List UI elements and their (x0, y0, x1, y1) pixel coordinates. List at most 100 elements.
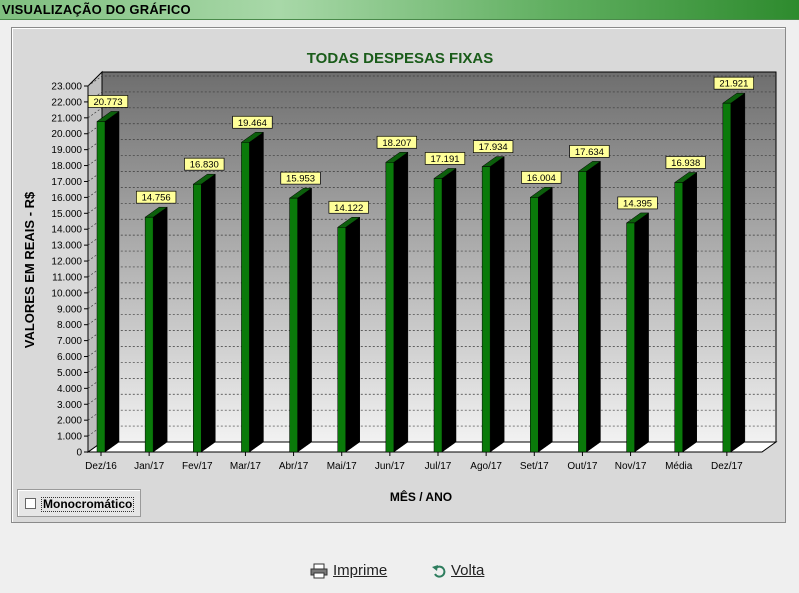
data-label-box (665, 156, 706, 169)
bar (96, 110, 120, 453)
data-label: 16.938 (671, 158, 700, 169)
y-tick-label: 8.000 (57, 320, 82, 331)
bar-front (144, 216, 154, 453)
bar-side (152, 206, 168, 453)
printer-icon (310, 563, 328, 578)
y-tick-label: 22.000 (51, 97, 82, 108)
grid-line (87, 75, 776, 87)
data-label-box (87, 95, 129, 108)
bar-front (96, 121, 106, 453)
data-label: 20.773 (93, 97, 122, 108)
plot-floor (86, 441, 778, 453)
y-tick-label: 17.000 (51, 177, 82, 188)
data-label-box (472, 140, 514, 153)
x-tick-label: Fev/17 (182, 461, 213, 472)
bar (433, 167, 457, 453)
bar (577, 160, 602, 453)
y-tick-label: 4.000 (57, 384, 82, 395)
bar-front (722, 102, 732, 453)
data-label-box (280, 171, 321, 185)
data-label-box (521, 170, 562, 184)
data-label: 19.464 (238, 118, 267, 129)
data-label: 17.634 (575, 147, 604, 158)
y-axis-label: VALORES EM REAIS - R$ (22, 191, 37, 348)
y-tick-label: 21.000 (51, 113, 82, 124)
y-tick-label: 9.000 (57, 304, 82, 315)
y-tick-label: 19.000 (51, 145, 82, 156)
bar-front (289, 197, 298, 453)
bar (529, 186, 554, 453)
data-label: 14.756 (142, 193, 171, 204)
x-tick-label: Jul/17 (425, 461, 452, 472)
bar (625, 212, 650, 453)
bar-front (578, 171, 587, 453)
bar (240, 131, 265, 453)
bar-side (345, 216, 360, 453)
y-tick-label: 23.000 (51, 82, 82, 93)
bar-side (586, 160, 601, 453)
x-tick-label: Jun/17 (375, 461, 405, 472)
y-tick-label: 10.000 (51, 288, 82, 299)
x-tick-label: Mar/17 (230, 461, 262, 472)
bar-side (682, 171, 697, 453)
print-button[interactable]: Imprime (310, 562, 387, 579)
data-label: 16.004 (527, 173, 556, 184)
back-button[interactable]: Volta (432, 562, 484, 579)
bar-side (730, 92, 746, 453)
window-title: VISUALIZAÇÃO DO GRÁFICO (2, 2, 191, 17)
bar-front (241, 142, 250, 453)
x-tick-label: Out/17 (567, 461, 597, 472)
y-tick-label: 3.000 (57, 400, 82, 411)
bar-front (433, 178, 443, 453)
y-tick-label: 6.000 (57, 352, 82, 363)
data-label: 16.830 (190, 160, 219, 171)
monochrome-option[interactable]: Monocromático (17, 489, 141, 517)
bar-side (297, 187, 312, 453)
grid-line (87, 107, 776, 119)
x-tick-label: Dez/16 (85, 461, 117, 472)
data-label-box (424, 152, 466, 165)
data-label: 17.191 (430, 154, 459, 165)
monochrome-checkbox[interactable] (25, 498, 36, 509)
bar-front (481, 166, 491, 453)
y-tick-label: 1.000 (57, 432, 82, 443)
y-tick-label: 11.000 (52, 272, 82, 283)
data-label: 18.207 (382, 138, 411, 149)
y-tick-label: 20.000 (51, 129, 82, 140)
data-label: 21.921 (719, 79, 748, 90)
data-label: 14.122 (334, 203, 363, 214)
bar (336, 216, 361, 453)
data-label: 15.953 (286, 174, 315, 185)
bar-front (337, 227, 346, 453)
monochrome-label: Monocromático (41, 497, 135, 512)
bar-side (201, 173, 216, 453)
y-tick-label: 2.000 (57, 416, 82, 427)
y-tick-label: 16.000 (51, 193, 82, 204)
y-tick-label: 12.000 (51, 257, 82, 268)
bar-side (441, 167, 457, 453)
data-label: 17.934 (479, 142, 508, 153)
window-titlebar: VISUALIZAÇÃO DO GRÁFICO (0, 0, 799, 20)
data-label-box (376, 135, 418, 149)
bar-side (489, 156, 505, 453)
bar-front (385, 162, 395, 453)
bar-side (634, 212, 649, 453)
bar (144, 206, 168, 453)
bar-front (626, 222, 635, 453)
x-tick-label: Média (665, 461, 693, 472)
undo-arrow-icon (432, 564, 446, 578)
bar (192, 173, 217, 453)
data-label-box (184, 157, 225, 171)
y-tick-label: 0 (76, 448, 82, 459)
print-button-label: Imprime (333, 562, 388, 579)
bar-side (538, 186, 553, 453)
data-label-box (569, 145, 610, 158)
data-label-box (328, 200, 369, 214)
x-tick-label: Ago/17 (470, 461, 502, 472)
x-tick-label: Dez/17 (711, 461, 743, 472)
bar-side (104, 110, 120, 453)
x-tick-label: Mai/17 (327, 461, 357, 472)
x-axis-label: MÊS / ANO (390, 489, 452, 504)
y-tick-label: 18.000 (51, 161, 82, 172)
